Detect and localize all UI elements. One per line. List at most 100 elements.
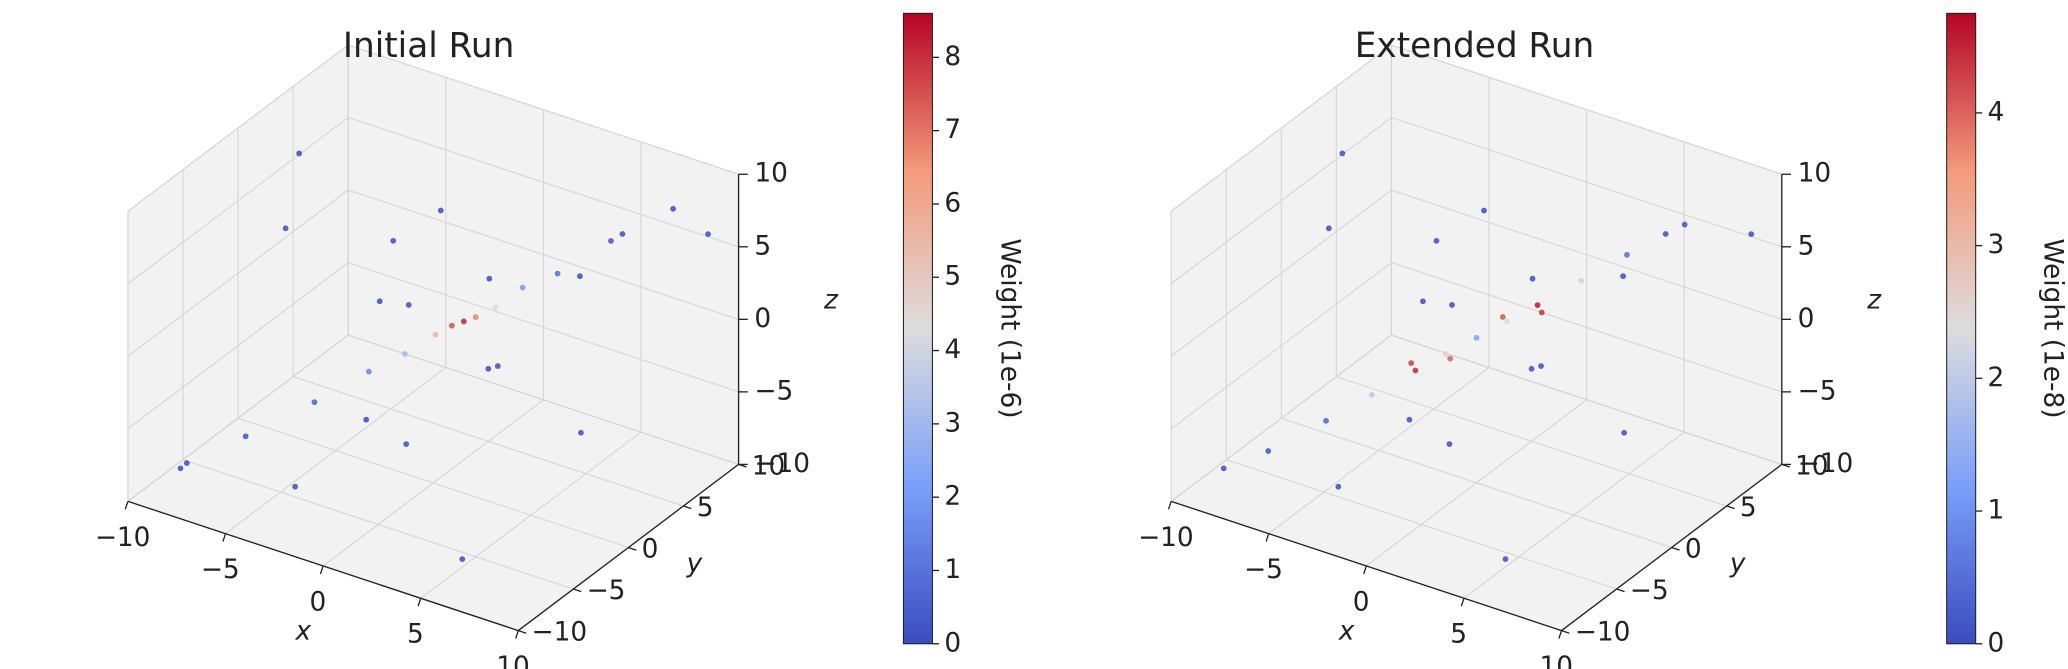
z-axis-label: z: [823, 285, 839, 315]
x-axis: [1170, 500, 1562, 632]
grid-line: [127, 117, 349, 285]
y-tick-label: 10: [752, 452, 786, 482]
y-tick: [573, 588, 582, 593]
grid-line: [292, 376, 684, 507]
grid-line: [1391, 334, 1782, 465]
colorbar-tick-label: 4: [944, 335, 961, 365]
grid-line: [127, 44, 349, 212]
colorbar-tick-label: 2: [1988, 363, 2005, 393]
point: [577, 273, 583, 280]
point: [242, 433, 249, 440]
x-tick: [1460, 598, 1465, 607]
point: [554, 270, 561, 277]
x-tick-label: −5: [201, 555, 240, 585]
grid-line: [1391, 117, 1782, 248]
point: [1220, 465, 1227, 472]
point: [1368, 391, 1375, 398]
z-tick-label: 5: [754, 231, 771, 261]
grid-line: [1336, 376, 1727, 507]
colorbar: [902, 12, 933, 645]
x-tick-label: 10: [1540, 652, 1574, 669]
point: [1578, 277, 1585, 284]
point: [437, 207, 444, 214]
grid-line: [1170, 262, 1392, 430]
x-tick: [1167, 501, 1172, 510]
point: [311, 399, 318, 406]
point: [1447, 355, 1454, 362]
point: [365, 368, 372, 375]
point: [1621, 429, 1628, 436]
x-tick-label: 5: [1450, 620, 1467, 650]
point: [1662, 231, 1669, 237]
grid-line: [182, 459, 574, 590]
point: [1538, 309, 1545, 316]
point: [1406, 416, 1413, 423]
x-tick: [417, 598, 422, 607]
colorbar-tick-label: 2: [944, 482, 961, 512]
x-axis: [127, 500, 519, 632]
grid-line: [348, 262, 739, 393]
point: [1265, 448, 1272, 454]
y-tick-label: −5: [587, 576, 626, 606]
point: [292, 483, 299, 490]
point: [1323, 417, 1329, 424]
x-axis-label: x: [1338, 616, 1355, 646]
point: [1624, 251, 1630, 258]
point: [1473, 334, 1480, 341]
grid-line: [1170, 44, 1392, 212]
x-tick-label: 10: [496, 652, 530, 669]
point: [486, 275, 493, 282]
colorbar-tick-label: 5: [944, 262, 961, 292]
z-tick-label: −5: [1798, 376, 1837, 406]
x-tick: [515, 630, 519, 639]
point: [1325, 225, 1332, 232]
x-tick: [319, 565, 324, 575]
point: [403, 441, 410, 448]
y-tick-label: −10: [1575, 618, 1631, 648]
point: [705, 231, 711, 238]
x-tick-label: 0: [1353, 587, 1370, 617]
y-tick-label: 10: [1795, 452, 1829, 482]
grid-line: [1281, 417, 1672, 548]
y-axis-label: y: [686, 549, 703, 579]
grid-line: [237, 417, 629, 548]
point: [282, 225, 289, 232]
point: [608, 238, 614, 244]
point: [1499, 314, 1506, 320]
y-axis: [1561, 463, 1783, 632]
x-tick: [1363, 565, 1367, 575]
point: [1481, 207, 1487, 214]
z-tick-label: 5: [1798, 231, 1815, 261]
colorbar-tick-label: 8: [944, 42, 961, 72]
grid-line: [127, 189, 349, 357]
point: [459, 556, 466, 563]
x-axis-label: x: [295, 616, 312, 646]
point: [405, 302, 412, 308]
point: [1420, 298, 1426, 305]
x-tick-label: 5: [407, 620, 424, 650]
colorbar-tick-label: 1: [1988, 496, 2005, 526]
grid-line: [1170, 334, 1392, 502]
point: [670, 205, 677, 212]
point: [183, 460, 190, 466]
point: [519, 284, 526, 291]
colorbar-label: Weight (1e-8): [2038, 239, 2068, 419]
point: [1449, 302, 1455, 308]
x-tick-label: −5: [1244, 555, 1283, 585]
point: [376, 298, 383, 305]
point: [296, 150, 303, 157]
colorbar-tick-label: 0: [944, 628, 961, 658]
colorbar-label: Weight (1e-6): [994, 239, 1024, 419]
x-tick: [1558, 630, 1563, 639]
y-tick: [1561, 629, 1570, 634]
z-tick-label: 0: [754, 304, 771, 334]
colorbar-tick-label: 1: [944, 555, 961, 585]
point: [1446, 441, 1453, 448]
y-tick: [683, 505, 692, 510]
point: [1538, 363, 1544, 369]
point: [177, 465, 184, 472]
grid-line: [1170, 117, 1392, 285]
colorbar-tick-label: 3: [944, 408, 961, 438]
point: [1408, 360, 1415, 367]
